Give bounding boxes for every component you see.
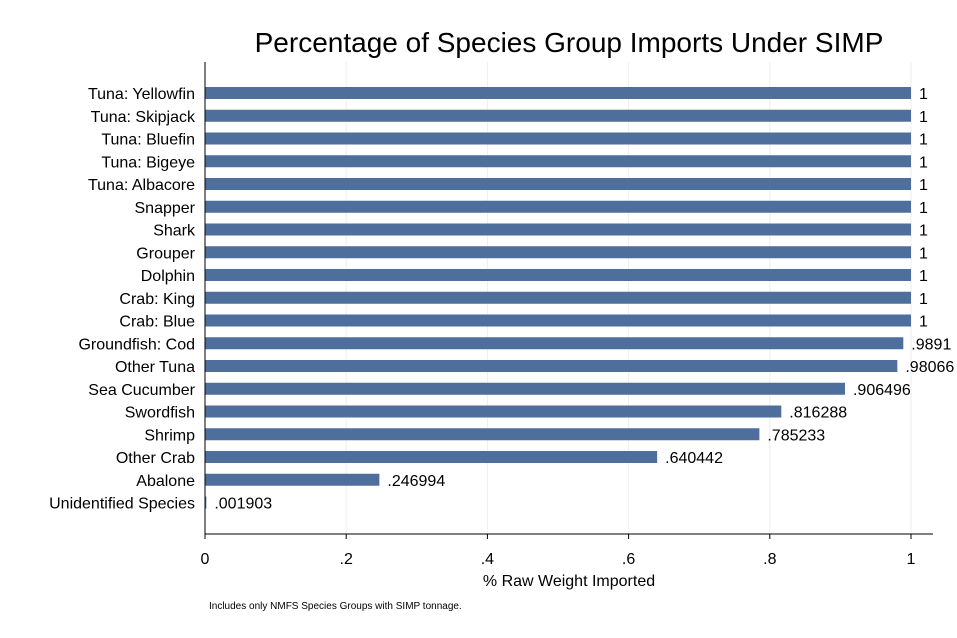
- bar: [205, 223, 911, 236]
- chart-note: Includes only NMFS Species Groups with S…: [209, 601, 462, 612]
- data-label: 1: [919, 200, 928, 217]
- category-label: Other Tuna: [115, 359, 195, 376]
- x-tick-label: .8: [763, 551, 776, 568]
- category-label: Snapper: [135, 200, 196, 217]
- bar: [205, 132, 911, 145]
- data-label: .785233: [767, 427, 825, 444]
- category-label: Groundfish: Cod: [78, 336, 195, 353]
- x-tick-label: 0: [201, 551, 210, 568]
- bar: [205, 109, 911, 122]
- data-label: 1: [919, 154, 928, 171]
- x-tick-label: .2: [340, 551, 353, 568]
- bar: [205, 246, 911, 259]
- data-label: .816288: [789, 405, 847, 422]
- category-label: Shrimp: [144, 427, 195, 444]
- x-ticks: 0 .2 .4 .6 .8 1: [201, 534, 916, 568]
- data-label: 1: [919, 314, 928, 331]
- x-tick-label: .6: [622, 551, 635, 568]
- bar: [205, 269, 911, 281]
- category-label: Unidentified Species: [49, 496, 195, 513]
- data-label: 1: [919, 86, 928, 103]
- category-label: Tuna: Albacore: [88, 177, 195, 194]
- data-label: 1: [919, 223, 928, 240]
- x-axis-label: % Raw Weight Imported: [483, 573, 655, 590]
- category-label: Sea Cucumber: [88, 382, 195, 399]
- bar: [205, 155, 911, 168]
- category-label: Tuna: Yellowfin: [88, 86, 195, 103]
- chart-title: Percentage of Species Group Imports Unde…: [255, 27, 884, 58]
- category-label: Dolphin: [141, 268, 195, 285]
- x-tick-label: .4: [481, 551, 494, 568]
- data-label: 1: [919, 268, 928, 285]
- bar: [205, 473, 380, 486]
- bar: [205, 337, 904, 350]
- data-label: .9891: [911, 336, 951, 353]
- data-label: 1: [919, 132, 928, 149]
- bar: [205, 405, 782, 418]
- data-label: 1: [919, 291, 928, 308]
- bar: [205, 360, 898, 372]
- category-label: Swordfish: [125, 405, 195, 422]
- data-label: 1: [919, 245, 928, 262]
- data-label: .640442: [665, 450, 723, 467]
- bar: [205, 178, 911, 190]
- category-label: Tuna: Bluefin: [101, 132, 195, 149]
- category-label: Other Crab: [116, 450, 195, 467]
- category-label: Grouper: [136, 245, 195, 262]
- data-label: .98066: [905, 359, 954, 376]
- bar: [205, 291, 911, 304]
- bar: [205, 314, 911, 327]
- bars: [205, 87, 911, 509]
- category-label: Abalone: [136, 473, 195, 490]
- bar: [205, 200, 911, 213]
- category-label: Shark: [153, 223, 196, 240]
- data-label: .246994: [387, 473, 445, 490]
- data-label: .001903: [214, 496, 272, 513]
- category-label: Crab: Blue: [119, 314, 195, 331]
- bar: [205, 87, 911, 99]
- data-label: .906496: [853, 382, 911, 399]
- category-label: Tuna: Bigeye: [101, 154, 195, 171]
- category-labels: Tuna: Yellowfin Tuna: Skipjack Tuna: Bluef…: [49, 86, 196, 513]
- data-label: 1: [919, 109, 928, 126]
- bar: [205, 496, 207, 509]
- bar: [205, 382, 845, 395]
- data-label: 1: [919, 177, 928, 194]
- bar: [205, 451, 658, 463]
- x-tick-label: 1: [907, 551, 916, 568]
- category-label: Crab: King: [119, 291, 195, 308]
- data-labels: 1 1 1 1 1 1 1 1 1 1 1 .9891 .98066 .906496 .816288 .785…: [214, 86, 954, 513]
- bar: [205, 428, 760, 441]
- category-label: Tuna: Skipjack: [91, 109, 196, 126]
